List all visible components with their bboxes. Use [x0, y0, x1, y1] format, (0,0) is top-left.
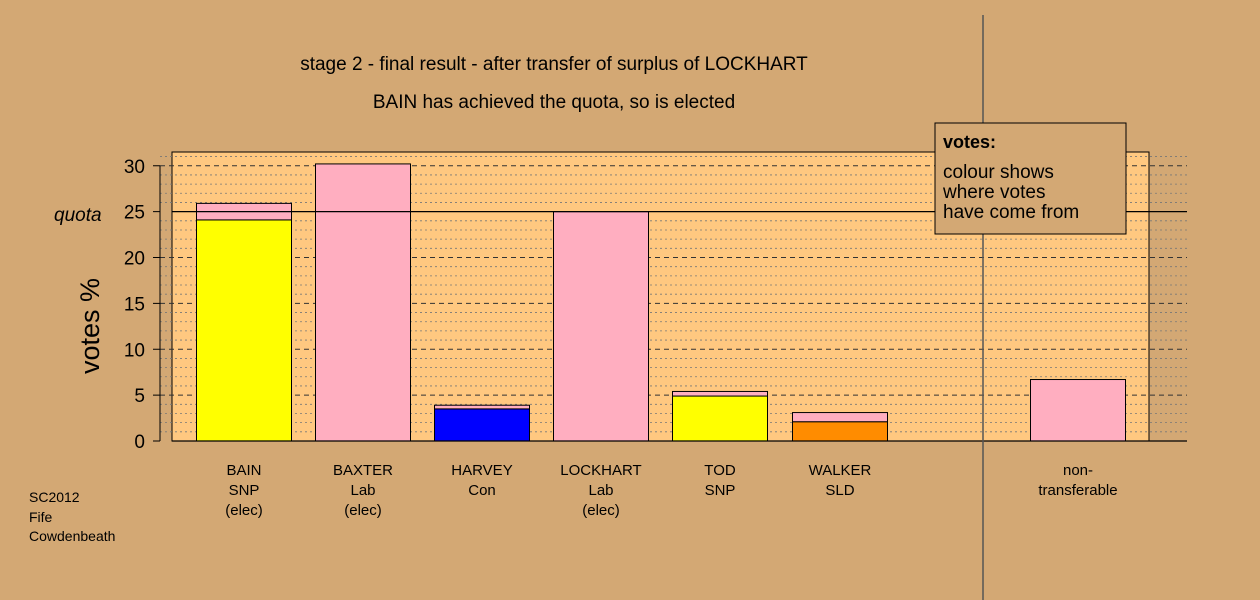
bar-segment — [196, 219, 292, 442]
y-tick-label: 5 — [134, 386, 145, 407]
footer-line: Fife — [29, 509, 53, 525]
footer-line: SC2012 — [29, 489, 80, 505]
chart-title: stage 2 - final result - after transfer … — [300, 54, 808, 75]
x-category-label: WALKER — [809, 462, 872, 479]
x-category-label: BAXTER — [333, 462, 393, 479]
legend-title: votes: — [943, 132, 996, 152]
x-category-label: (elec) — [344, 502, 382, 519]
x-category-label: TOD — [704, 462, 736, 479]
x-category-label: HARVEY — [451, 462, 512, 479]
x-category-label: SNP — [705, 482, 736, 499]
y-axis-label: votes % — [75, 278, 105, 374]
bar-segment — [672, 395, 768, 442]
x-category-label: SNP — [229, 482, 260, 499]
x-category-label: Con — [468, 482, 496, 499]
x-category-label: Lab — [588, 482, 613, 499]
bars — [196, 163, 1126, 442]
footer: SC2012 Fife Cowdenbeath — [29, 489, 115, 544]
y-tick-label: 30 — [124, 157, 145, 178]
footer-line: Cowdenbeath — [29, 528, 115, 544]
bar-segment — [792, 412, 888, 423]
bar-segment — [672, 390, 768, 397]
legend-line: colour shows — [943, 162, 1054, 183]
bar-segment — [792, 421, 888, 442]
x-category-label: BAIN — [226, 462, 261, 479]
y-tick-label: 15 — [124, 294, 145, 315]
legend-line: where votes — [942, 182, 1045, 203]
y-tick-label: 10 — [124, 340, 145, 361]
x-axis-categories: BAIN SNP (elec) BAXTER Lab (elec) HARVEY Con LOC… — [225, 462, 1117, 519]
bar-segment — [1030, 379, 1126, 442]
x-category-label: (elec) — [582, 502, 620, 519]
bar-segment — [315, 163, 411, 442]
x-category-label: LOCKHART — [560, 462, 641, 479]
quota-label: quota — [54, 205, 102, 226]
y-tick-label: 0 — [134, 432, 145, 453]
x-category-label: SLD — [825, 482, 854, 499]
legend-line: have come from — [943, 202, 1079, 223]
y-tick-label: 20 — [124, 249, 145, 270]
bar-segment — [553, 211, 649, 442]
x-category-label: non- — [1063, 462, 1093, 479]
bar-segment — [434, 404, 530, 410]
x-category-label: transferable — [1038, 482, 1117, 499]
y-tick-label: 25 — [124, 203, 145, 224]
x-category-label: (elec) — [225, 502, 263, 519]
bar-segment — [434, 408, 530, 442]
chart-subtitle: BAIN has achieved the quota, so is elect… — [373, 92, 735, 113]
legend: votes: colour shows where votes have com… — [934, 122, 1127, 235]
legend-box — [934, 122, 1127, 235]
y-axis: 0 5 10 15 20 25 30 — [124, 157, 161, 453]
x-category-label: Lab — [350, 482, 375, 499]
